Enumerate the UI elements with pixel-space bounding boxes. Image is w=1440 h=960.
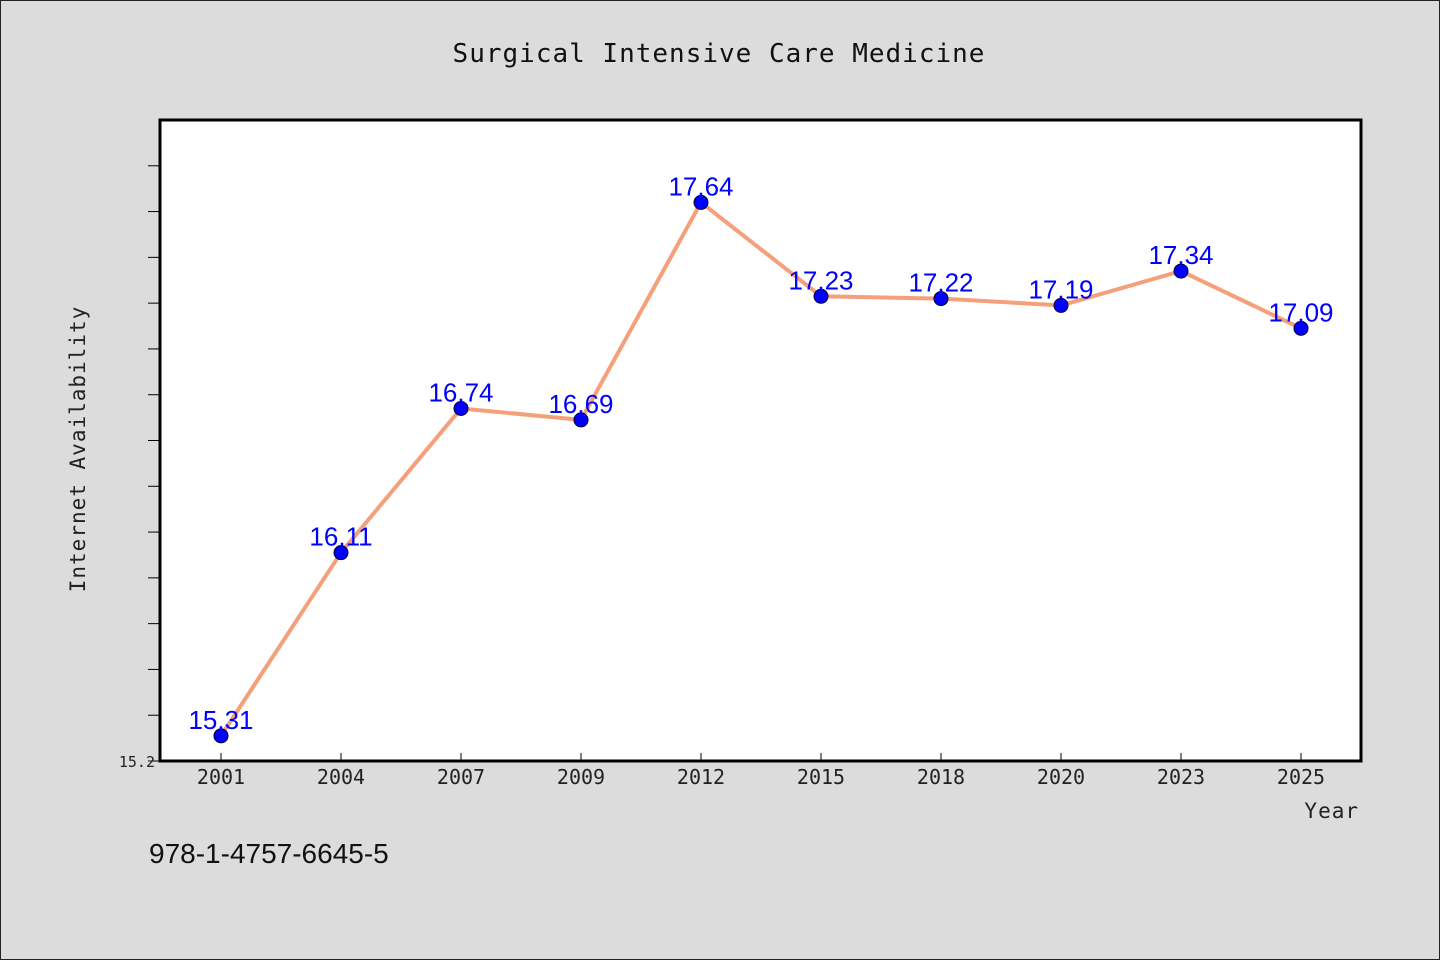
data-point-marker bbox=[453, 400, 469, 416]
x-tick-label: 2015 bbox=[797, 765, 845, 789]
data-point-marker bbox=[693, 194, 709, 210]
data-point-marker bbox=[933, 291, 949, 307]
data-value-label: 16.11 bbox=[309, 522, 372, 552]
data-value-label: 17.23 bbox=[788, 265, 853, 295]
y-axis-min-label: 15.2 bbox=[119, 753, 155, 771]
x-axis-label: Year bbox=[1304, 799, 1359, 823]
x-tick-label: 2007 bbox=[437, 765, 485, 789]
data-point-marker bbox=[213, 728, 229, 744]
x-tick-label: 2004 bbox=[317, 765, 365, 789]
y-axis-ticks bbox=[148, 165, 160, 762]
chart-title: Surgical Intensive Care Medicine bbox=[453, 39, 986, 69]
x-axis-ticks bbox=[220, 753, 1302, 761]
x-tick-label: 2009 bbox=[557, 765, 605, 789]
data-point-marker bbox=[573, 412, 589, 428]
data-value-label: 17.09 bbox=[1268, 297, 1333, 327]
data-point-marker bbox=[1053, 297, 1069, 313]
data-value-label: 17.19 bbox=[1028, 274, 1093, 304]
isbn-footer: 978-1-4757-6645-5 bbox=[149, 838, 389, 869]
y-axis-label: Internet Availability bbox=[66, 306, 90, 593]
data-value-label: 16.69 bbox=[548, 389, 613, 419]
x-tick-label: 2025 bbox=[1277, 765, 1325, 789]
data-markers bbox=[213, 194, 1309, 744]
x-tick-label: 2001 bbox=[197, 765, 245, 789]
x-tick-label: 2018 bbox=[917, 765, 965, 789]
data-value-label: 16.74 bbox=[428, 377, 493, 407]
series-line bbox=[219, 200, 1302, 737]
x-tick-label: 2012 bbox=[677, 765, 725, 789]
data-labels: 15.31 16.11 16.74 16.69 17.64 17.23 17.22 17.19… bbox=[188, 171, 1333, 734]
data-point-marker bbox=[813, 288, 829, 304]
data-value-label: 15.31 bbox=[188, 705, 253, 735]
data-value-label: 17.34 bbox=[1148, 240, 1213, 270]
x-tick-label: 2020 bbox=[1037, 765, 1085, 789]
plot-area bbox=[158, 118, 1363, 763]
data-value-label: 17.64 bbox=[668, 171, 733, 201]
data-point-marker bbox=[1173, 263, 1189, 279]
data-value-label: 17.22 bbox=[908, 268, 973, 298]
data-point-marker bbox=[1293, 320, 1309, 336]
x-tick-label: 2023 bbox=[1157, 765, 1205, 789]
data-point-marker bbox=[333, 545, 349, 561]
x-axis-tick-labels: 2001 2004 2007 2009 2012 2015 2018 2020 2023 2025 bbox=[197, 765, 1325, 789]
